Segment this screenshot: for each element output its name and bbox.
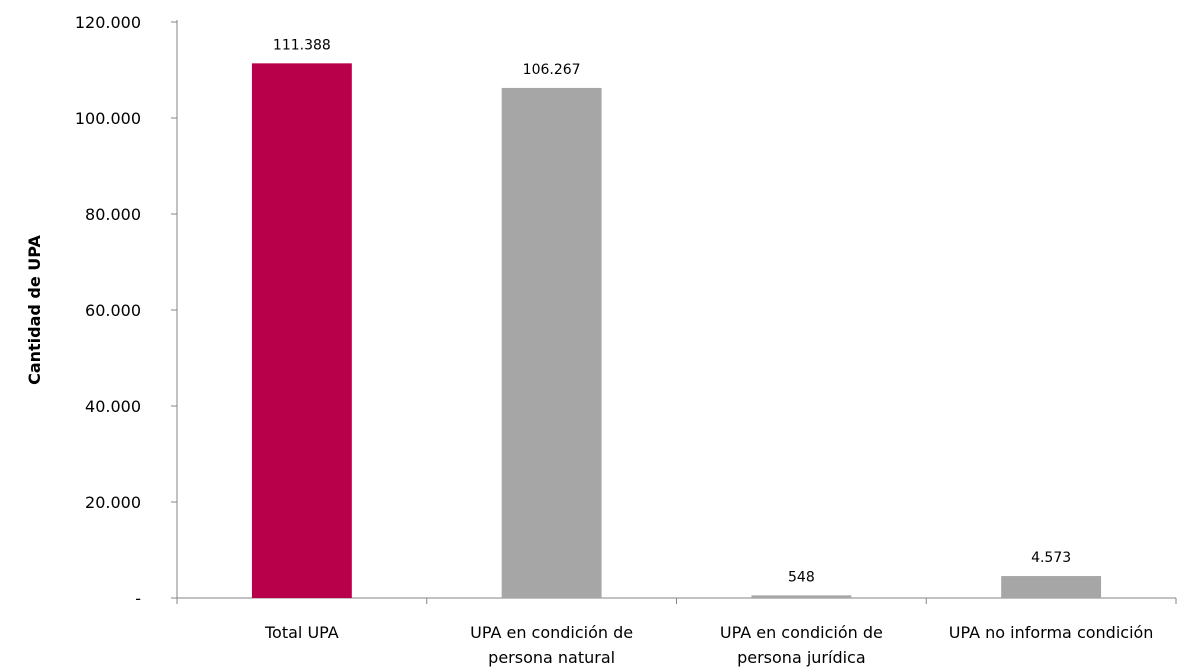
- y-tick-label: 40.000: [85, 397, 141, 416]
- bar: [1001, 576, 1102, 598]
- data-label: 548: [788, 569, 815, 585]
- y-axis-title: Cantidad de UPA: [25, 234, 44, 384]
- y-tick-label: -: [135, 589, 141, 608]
- bar: [501, 87, 602, 599]
- labels-group: 111.388 Total UPA 106.267 UPA en condición …: [264, 37, 1153, 667]
- bar: [751, 595, 852, 598]
- y-tick-label: 80.000: [85, 205, 141, 224]
- x-category-label: UPA en condición de persona jurídica: [720, 623, 883, 667]
- x-category-label-line: UPA en condición de: [720, 623, 883, 642]
- data-label: 4.573: [1031, 550, 1071, 566]
- x-category-label: Total UPA: [264, 623, 339, 642]
- bar: [251, 63, 352, 599]
- y-tick-label: 60.000: [85, 301, 141, 320]
- x-category-label-line: UPA en condición de: [470, 623, 633, 642]
- bars-group: [251, 63, 1102, 599]
- x-category-label-line: UPA no informa condición: [949, 623, 1154, 642]
- y-tick-label: 120.000: [75, 13, 141, 32]
- x-category-label-line: Total UPA: [264, 623, 339, 642]
- axes: - 20.000 40.000 60.000 80.000 100.000 120.000: [75, 13, 1177, 608]
- x-category-label-line: persona jurídica: [737, 648, 866, 667]
- x-category-label: UPA en condición de persona natural: [470, 623, 633, 667]
- y-tick-label: 20.000: [85, 493, 141, 512]
- x-category-label-line: persona natural: [488, 648, 615, 667]
- data-label: 106.267: [523, 62, 581, 78]
- data-label: 111.388: [273, 37, 331, 53]
- x-category-label: UPA no informa condición: [949, 623, 1154, 642]
- y-tick-label: 100.000: [75, 109, 141, 128]
